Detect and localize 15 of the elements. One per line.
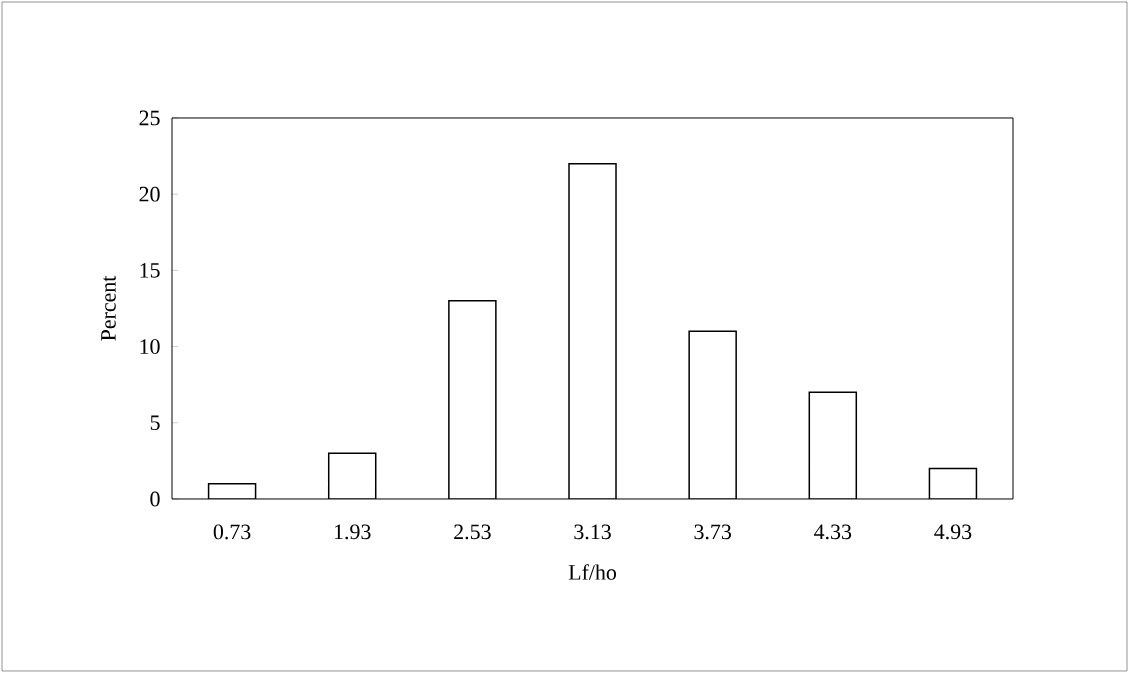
x-tick-label: 0.73 [213, 524, 251, 540]
y-tick-label: 15 [140, 263, 160, 278]
y-tick-label: 25 [139, 110, 160, 126]
y-axis-title: Percent [101, 275, 116, 341]
x-tick-label: 1.93 [334, 524, 371, 540]
x-tick-label: 4.33 [814, 524, 852, 540]
y-tick-label: 0 [150, 491, 160, 507]
x-tick-label: 2.53 [454, 524, 491, 540]
x-tick-label: 4.93 [934, 524, 972, 540]
x-axis-title: Lf/ho [568, 564, 617, 580]
x-tick-label: 3.13 [574, 524, 611, 540]
y-tick-label: 5 [150, 415, 160, 431]
y-tick-label: 10 [140, 339, 160, 354]
y-tick-label: 20 [139, 186, 160, 202]
x-tick-label: 3.73 [694, 524, 731, 540]
